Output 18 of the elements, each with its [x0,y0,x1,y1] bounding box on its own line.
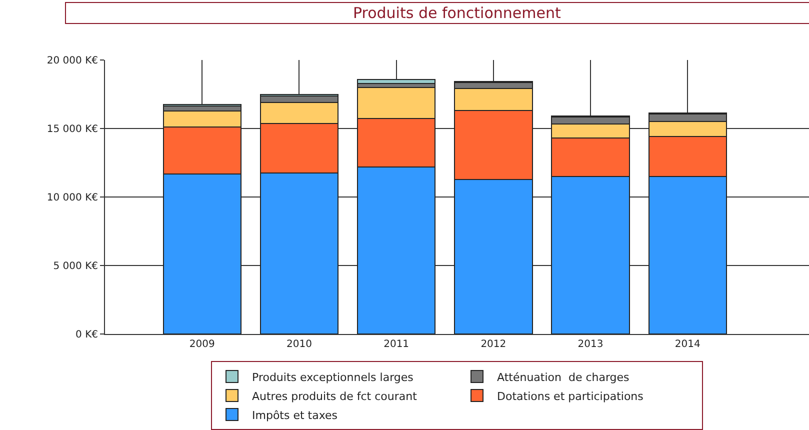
y-tick-label: 20 000 K€ [46,56,98,66]
x-tick-label: 2014 [674,339,700,350]
legend-label: Impôts et taxes [252,408,338,422]
x-tick-label: 2009 [189,339,215,350]
legend-label: Dotations et participations [497,390,644,403]
x-tick-label: 2010 [286,339,312,350]
legend-label: Produits exceptionnels larges [252,370,414,384]
y-tick-label: 15 000 K€ [46,124,98,135]
bar [356,79,436,84]
legend-label: Autres produits de fct courant [252,390,418,403]
y-tick-label: 0 K€ [76,330,98,340]
x-tick-label: 2012 [480,339,506,350]
y-tick-label: 5 000 K€ [53,261,98,272]
legend-label: Atténuation de charges [497,370,630,384]
chart-title: Produits de fonctionnement [353,4,561,22]
y-tick-label: 10 000 K€ [46,192,98,204]
x-tick-label: 2013 [578,339,604,350]
x-tick-label: 2011 [384,339,410,350]
